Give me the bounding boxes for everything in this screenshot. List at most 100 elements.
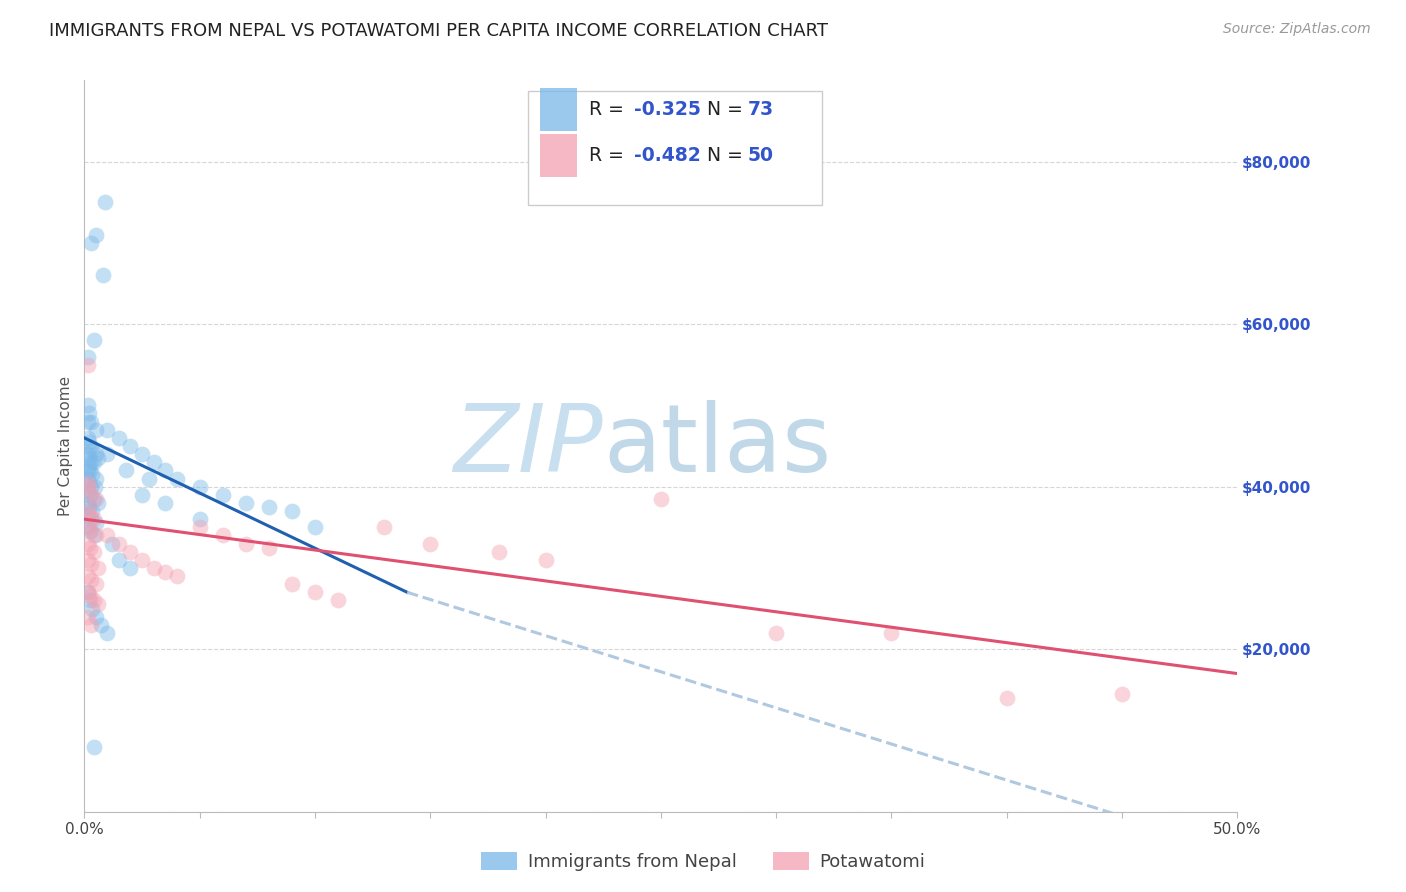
Point	[77, 500, 100, 514]
Point	[281, 577, 304, 591]
Point	[87, 561, 110, 575]
Point	[76, 475, 98, 490]
Point	[96, 423, 118, 437]
Point	[87, 496, 110, 510]
Point	[82, 504, 104, 518]
Point	[76, 609, 98, 624]
Point	[94, 195, 117, 210]
Point	[76, 431, 98, 445]
Point	[80, 512, 103, 526]
Point	[211, 488, 233, 502]
Point	[83, 528, 105, 542]
Point	[235, 536, 257, 550]
Text: N =: N =	[707, 100, 749, 119]
Text: IMMIGRANTS FROM NEPAL VS POTAWATOMI PER CAPITA INCOME CORRELATION CHART: IMMIGRANTS FROM NEPAL VS POTAWATOMI PER …	[49, 22, 828, 40]
Point	[995, 690, 1018, 705]
Point	[89, 617, 111, 632]
Point	[79, 541, 101, 555]
Point	[79, 593, 101, 607]
Point	[534, 553, 557, 567]
Point	[76, 585, 98, 599]
Point	[76, 496, 98, 510]
Text: 73: 73	[748, 100, 773, 119]
Text: 50: 50	[748, 146, 773, 165]
Point	[120, 561, 142, 575]
Point	[84, 516, 107, 531]
Point	[76, 463, 98, 477]
Point	[131, 553, 153, 567]
Point	[83, 512, 105, 526]
Point	[257, 541, 280, 555]
Point	[76, 569, 98, 583]
Point	[115, 463, 138, 477]
Point	[880, 626, 903, 640]
Point	[142, 455, 165, 469]
Point	[80, 573, 103, 587]
Point	[76, 508, 98, 522]
Point	[166, 471, 188, 485]
Point	[138, 471, 160, 485]
Point	[77, 451, 100, 466]
Point	[87, 598, 110, 612]
Point	[76, 585, 98, 599]
Point	[82, 467, 104, 482]
Point	[76, 483, 98, 498]
Point	[83, 334, 105, 348]
Point	[131, 488, 153, 502]
Point	[188, 512, 211, 526]
Text: N =: N =	[707, 146, 749, 165]
Point	[373, 520, 395, 534]
Point	[76, 398, 98, 412]
Point	[84, 528, 107, 542]
Point	[76, 358, 98, 372]
Point	[153, 496, 176, 510]
Point	[96, 626, 118, 640]
Point	[84, 471, 107, 485]
Point	[80, 488, 103, 502]
Point	[76, 350, 98, 364]
Point	[304, 520, 326, 534]
Point	[84, 491, 107, 506]
Point	[96, 447, 118, 461]
Point	[79, 524, 101, 539]
Point	[166, 569, 188, 583]
Point	[153, 565, 176, 579]
Point	[188, 520, 211, 534]
Text: ZIP: ZIP	[454, 401, 603, 491]
Point	[84, 227, 107, 242]
Point	[79, 488, 101, 502]
Text: atlas: atlas	[603, 400, 831, 492]
Point	[82, 443, 104, 458]
Point	[80, 524, 103, 539]
Point	[76, 504, 98, 518]
Point	[108, 536, 131, 550]
Point	[80, 557, 103, 571]
Legend: Immigrants from Nepal, Potawatomi: Immigrants from Nepal, Potawatomi	[474, 846, 932, 879]
Point	[211, 528, 233, 542]
Point	[91, 268, 114, 283]
Point	[1111, 687, 1133, 701]
Point	[108, 431, 131, 445]
Point	[84, 609, 107, 624]
Point	[765, 626, 787, 640]
Point	[79, 463, 101, 477]
Text: R =: R =	[589, 100, 630, 119]
Point	[83, 455, 105, 469]
Point	[153, 463, 176, 477]
Point	[188, 480, 211, 494]
Point	[131, 447, 153, 461]
Point	[76, 471, 98, 485]
Point	[281, 504, 304, 518]
Point	[77, 475, 100, 490]
Point	[82, 601, 104, 615]
Y-axis label: Per Capita Income: Per Capita Income	[58, 376, 73, 516]
Point	[101, 536, 124, 550]
Text: -0.325: -0.325	[634, 100, 702, 119]
Point	[79, 508, 101, 522]
Point	[76, 520, 98, 534]
Point	[76, 553, 98, 567]
Point	[304, 585, 326, 599]
Point	[235, 496, 257, 510]
Point	[84, 577, 107, 591]
Point	[83, 593, 105, 607]
